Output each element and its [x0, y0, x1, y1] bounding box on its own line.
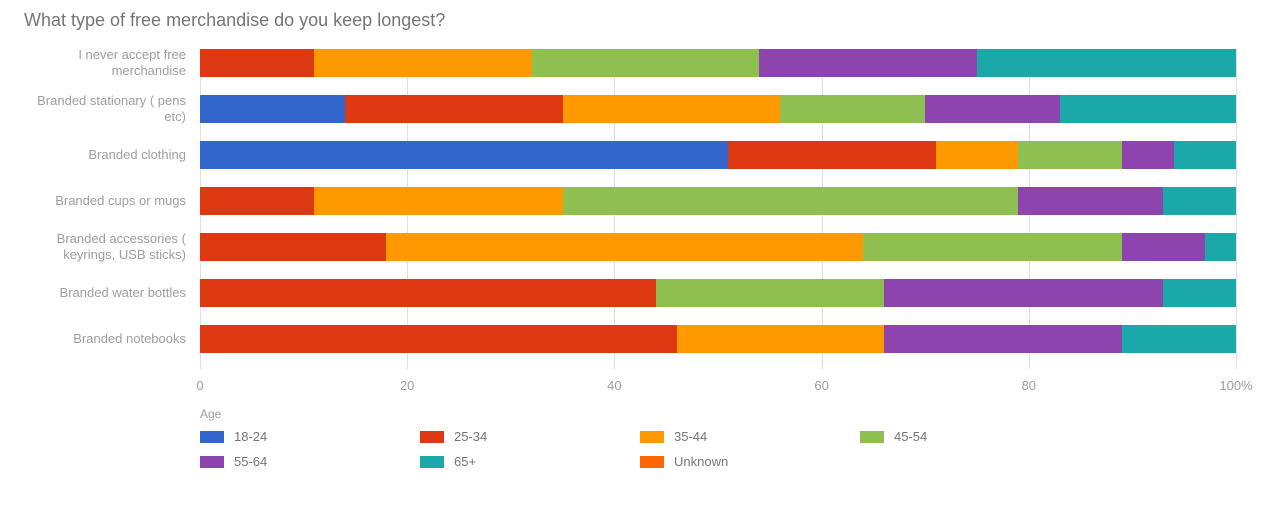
bar-segment	[200, 233, 386, 261]
legend-item: 35-44	[640, 429, 860, 444]
x-axis-tick: 20	[400, 378, 414, 393]
legend-swatch	[420, 456, 444, 468]
chart-container: What type of free merchandise do you kee…	[0, 0, 1280, 529]
bar-segment	[200, 325, 677, 353]
bar-segment	[563, 95, 781, 123]
y-axis-label: Branded cups or mugs	[16, 193, 200, 209]
bar-segment	[1174, 141, 1236, 169]
legend-label: Unknown	[674, 454, 728, 469]
legend-title: Age	[200, 407, 1236, 421]
bar-segment	[884, 325, 1122, 353]
x-axis-tick: 60	[814, 378, 828, 393]
legend-item: 55-64	[200, 454, 420, 469]
bar-segment	[345, 95, 563, 123]
bar-segment	[759, 49, 977, 77]
grid-line	[1236, 49, 1237, 369]
legend-label: 45-54	[894, 429, 927, 444]
bar-segment	[677, 325, 884, 353]
chart-plot-area: 020406080100%I never accept free merchan…	[200, 49, 1236, 399]
bar-row: Branded accessories ( keyrings, USB stic…	[200, 233, 1236, 261]
bar-segment	[1018, 141, 1122, 169]
bar-segment	[314, 187, 563, 215]
legend-swatch	[200, 456, 224, 468]
bar-segment	[1060, 95, 1236, 123]
bar-row: Branded notebooks	[200, 325, 1236, 353]
chart-title: What type of free merchandise do you kee…	[24, 10, 1260, 31]
bar-segment	[1122, 141, 1174, 169]
x-axis-tick: 80	[1022, 378, 1036, 393]
y-axis-label: Branded clothing	[16, 147, 200, 163]
bar-segment	[656, 279, 884, 307]
legend-label: 35-44	[674, 429, 707, 444]
bar-segment	[563, 187, 1019, 215]
legend-label: 25-34	[454, 429, 487, 444]
legend-item: Unknown	[640, 454, 860, 469]
bar-segment	[728, 141, 935, 169]
legend-swatch	[200, 431, 224, 443]
legend-item: 65+	[420, 454, 640, 469]
bar-segment	[780, 95, 925, 123]
x-axis-tick: 100%	[1219, 378, 1252, 393]
y-axis-label: Branded stationary ( pens etc)	[16, 93, 200, 126]
y-axis-label: Branded water bottles	[16, 285, 200, 301]
bar-segment	[314, 49, 532, 77]
bar-segment	[936, 141, 1019, 169]
legend-label: 65+	[454, 454, 476, 469]
legend-swatch	[420, 431, 444, 443]
bar-segment	[1018, 187, 1163, 215]
bar-segment	[386, 233, 863, 261]
bar-segment	[200, 95, 345, 123]
legend-label: 55-64	[234, 454, 267, 469]
bar-segment	[1163, 279, 1236, 307]
y-axis-label: Branded accessories ( keyrings, USB stic…	[16, 231, 200, 264]
legend: Age 18-24 25-34 35-44 45-54 55-64 65+ Unknown	[200, 407, 1236, 479]
bar-row: Branded stationary ( pens etc)	[200, 95, 1236, 123]
bar-segment	[1122, 233, 1205, 261]
bar-segment	[884, 279, 1164, 307]
x-axis-tick: 40	[607, 378, 621, 393]
bar-row: Branded clothing	[200, 141, 1236, 169]
bar-segment	[1163, 187, 1236, 215]
bar-segment	[532, 49, 760, 77]
legend-label: 18-24	[234, 429, 267, 444]
bar-row: Branded cups or mugs	[200, 187, 1236, 215]
legend-item: 45-54	[860, 429, 1080, 444]
legend-swatch	[860, 431, 884, 443]
legend-swatch	[640, 431, 664, 443]
legend-item: 18-24	[200, 429, 420, 444]
x-axis-tick: 0	[196, 378, 203, 393]
bar-segment	[863, 233, 1122, 261]
bar-row: Branded water bottles	[200, 279, 1236, 307]
bar-segment	[1122, 325, 1236, 353]
bar-segment	[200, 141, 728, 169]
legend-swatch	[640, 456, 664, 468]
bar-row: I never accept free merchandise	[200, 49, 1236, 77]
y-axis-label: Branded notebooks	[16, 331, 200, 347]
bar-segment	[200, 49, 314, 77]
y-axis-label: I never accept free merchandise	[16, 47, 200, 80]
bar-segment	[200, 279, 656, 307]
bar-segment	[1205, 233, 1236, 261]
bar-segment	[977, 49, 1236, 77]
bar-segment	[925, 95, 1060, 123]
legend-item: 25-34	[420, 429, 640, 444]
bar-segment	[200, 187, 314, 215]
